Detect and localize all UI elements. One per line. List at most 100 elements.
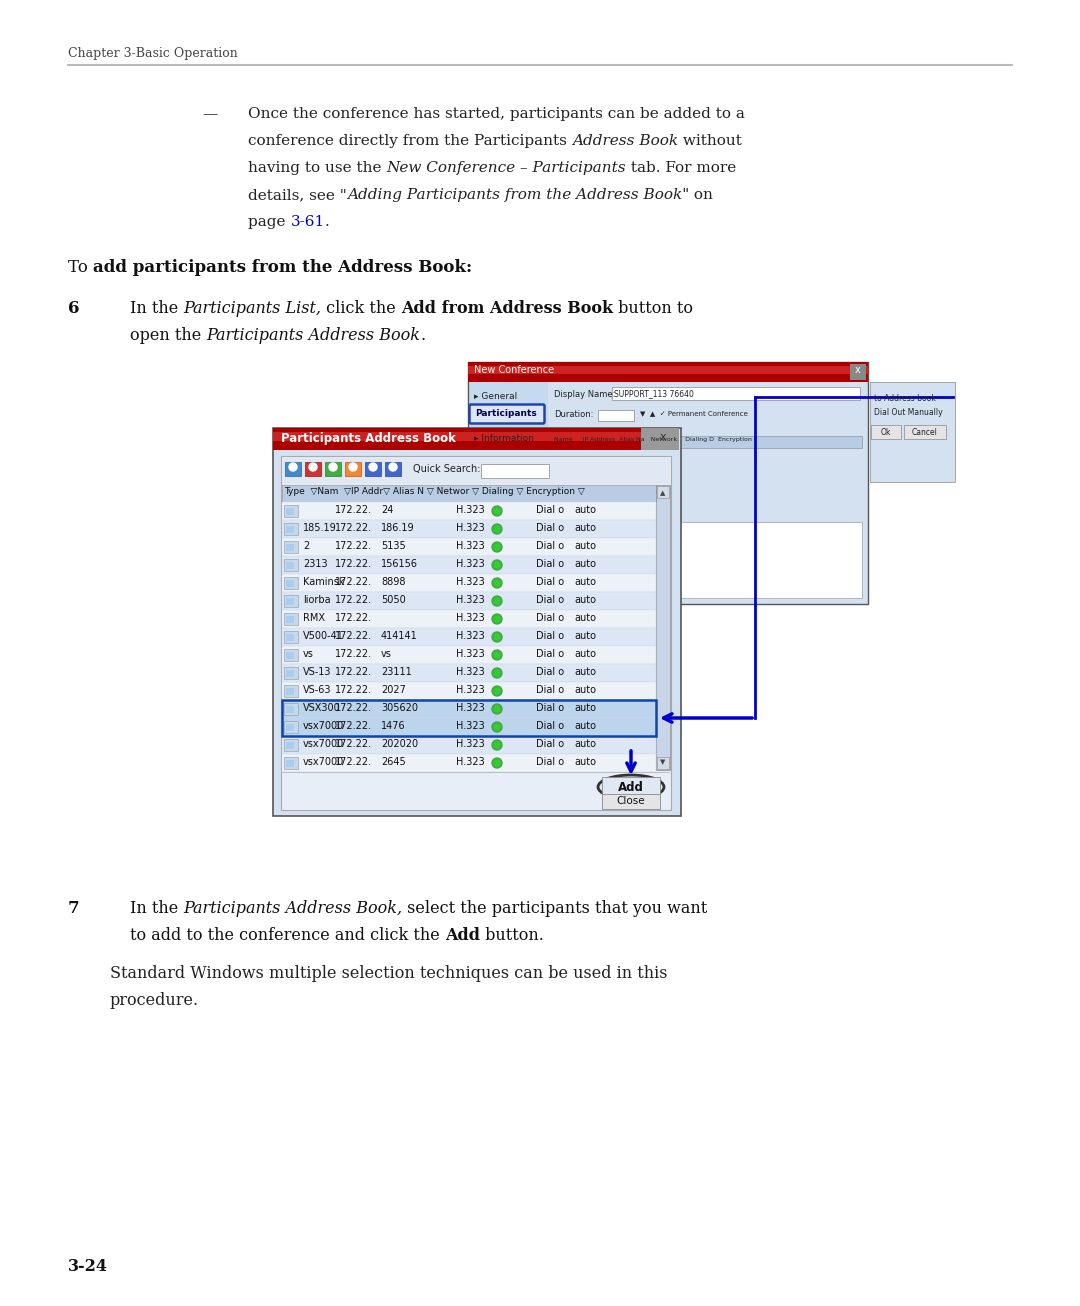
Circle shape: [492, 596, 502, 606]
Text: details, see ": details, see ": [248, 188, 347, 202]
FancyBboxPatch shape: [286, 562, 294, 569]
FancyBboxPatch shape: [552, 522, 862, 598]
FancyBboxPatch shape: [273, 432, 642, 441]
FancyBboxPatch shape: [286, 526, 294, 533]
FancyBboxPatch shape: [470, 405, 544, 423]
Text: 23111: 23111: [381, 667, 411, 677]
Text: ▸ General: ▸ General: [474, 392, 517, 401]
Text: 172.22.: 172.22.: [335, 541, 373, 551]
Circle shape: [494, 616, 500, 622]
Text: Ok: Ok: [881, 428, 891, 438]
Text: vs: vs: [303, 649, 314, 660]
Circle shape: [494, 633, 500, 640]
Text: Name     IP Address  Alias Na   Network    Dialing D  Encryption: Name IP Address Alias Na Network Dialing…: [554, 438, 752, 441]
Text: x: x: [855, 364, 861, 375]
FancyBboxPatch shape: [870, 424, 901, 439]
FancyBboxPatch shape: [284, 757, 298, 769]
Text: button to: button to: [613, 300, 693, 317]
FancyBboxPatch shape: [365, 462, 381, 475]
FancyBboxPatch shape: [273, 428, 642, 451]
Text: 202020: 202020: [381, 739, 418, 750]
Text: tab. For more: tab. For more: [626, 161, 737, 175]
Text: 172.22.: 172.22.: [335, 686, 373, 695]
Text: ▲: ▲: [660, 490, 665, 496]
Text: 2313: 2313: [303, 559, 327, 569]
FancyBboxPatch shape: [552, 436, 862, 448]
FancyBboxPatch shape: [286, 508, 294, 515]
Text: Dial o: Dial o: [536, 505, 564, 515]
Text: auto: auto: [573, 613, 596, 623]
FancyBboxPatch shape: [384, 462, 401, 475]
Text: Kaminsk: Kaminsk: [303, 577, 345, 586]
Circle shape: [309, 464, 318, 471]
Text: Dial o: Dial o: [536, 613, 564, 623]
Text: open the: open the: [130, 326, 206, 343]
Text: Add from Address Book: Add from Address Book: [402, 300, 613, 317]
FancyBboxPatch shape: [286, 633, 294, 641]
FancyBboxPatch shape: [282, 458, 670, 485]
Text: to add to the conference and click the: to add to the conference and click the: [130, 927, 445, 944]
Text: Display Name:: Display Name:: [554, 390, 616, 400]
Text: Dial o: Dial o: [536, 649, 564, 660]
Text: .: .: [420, 326, 426, 343]
Text: VSX300: VSX300: [303, 703, 341, 713]
Circle shape: [492, 704, 502, 714]
FancyBboxPatch shape: [284, 721, 298, 733]
FancyBboxPatch shape: [656, 485, 670, 771]
FancyBboxPatch shape: [284, 667, 298, 679]
FancyBboxPatch shape: [870, 381, 955, 482]
Text: VS-63: VS-63: [303, 686, 332, 695]
Circle shape: [492, 667, 502, 678]
Text: 172.22.: 172.22.: [335, 577, 373, 586]
FancyBboxPatch shape: [282, 718, 656, 737]
Text: H.323: H.323: [456, 686, 485, 695]
FancyBboxPatch shape: [642, 428, 679, 451]
Text: 2027: 2027: [381, 686, 406, 695]
Circle shape: [494, 526, 500, 532]
Circle shape: [492, 686, 502, 696]
Text: 172.22.: 172.22.: [335, 721, 373, 731]
FancyBboxPatch shape: [282, 628, 656, 646]
Text: H.323: H.323: [456, 631, 485, 641]
FancyBboxPatch shape: [286, 580, 294, 586]
FancyBboxPatch shape: [468, 362, 868, 603]
Text: vs: vs: [381, 649, 392, 660]
Text: New Conference – Participants: New Conference – Participants: [387, 161, 626, 175]
Text: auto: auto: [573, 505, 596, 515]
Text: H.323: H.323: [456, 757, 485, 767]
Text: auto: auto: [573, 577, 596, 586]
FancyBboxPatch shape: [602, 794, 660, 808]
Text: 172.22.: 172.22.: [335, 596, 373, 605]
Text: VS-13: VS-13: [303, 667, 332, 677]
Circle shape: [492, 741, 502, 750]
Text: 414141: 414141: [381, 631, 418, 641]
FancyBboxPatch shape: [284, 686, 298, 697]
Text: Participants Address Book,: Participants Address Book,: [184, 900, 403, 917]
Circle shape: [369, 464, 377, 471]
Text: 172.22.: 172.22.: [335, 613, 373, 623]
Text: to Address book: to Address book: [874, 394, 935, 404]
FancyBboxPatch shape: [550, 381, 866, 602]
Text: Adding Participants from the Address Book": Adding Participants from the Address Boo…: [347, 188, 689, 202]
Text: conference directly from the Participants: conference directly from the Participant…: [248, 135, 571, 148]
Text: Dial Out Manually: Dial Out Manually: [874, 407, 943, 417]
FancyBboxPatch shape: [282, 575, 656, 592]
Text: 172.22.: 172.22.: [335, 739, 373, 750]
Text: 156156: 156156: [381, 559, 418, 569]
Circle shape: [492, 632, 502, 643]
Text: 24: 24: [381, 505, 393, 515]
Text: vsx7000: vsx7000: [303, 721, 345, 731]
Circle shape: [494, 508, 500, 515]
FancyBboxPatch shape: [282, 592, 656, 610]
Text: 185.19: 185.19: [303, 522, 337, 533]
Text: SUPPORT_113 76640: SUPPORT_113 76640: [615, 389, 693, 398]
Text: liorba: liorba: [303, 596, 330, 605]
Circle shape: [349, 464, 357, 471]
Text: In the: In the: [130, 300, 184, 317]
Text: 8898: 8898: [381, 577, 405, 586]
Text: Standard Windows multiple selection techniques can be used in this: Standard Windows multiple selection tech…: [110, 965, 667, 982]
Text: Close: Close: [617, 795, 646, 806]
Text: Type  ▽Nam  ▽IP Addr▽ Alias N ▽ Networ ▽ Dialing ▽ Encryption ▽: Type ▽Nam ▽IP Addr▽ Alias N ▽ Networ ▽ D…: [284, 487, 584, 496]
Text: 3-61: 3-61: [291, 215, 325, 229]
FancyBboxPatch shape: [284, 596, 298, 607]
